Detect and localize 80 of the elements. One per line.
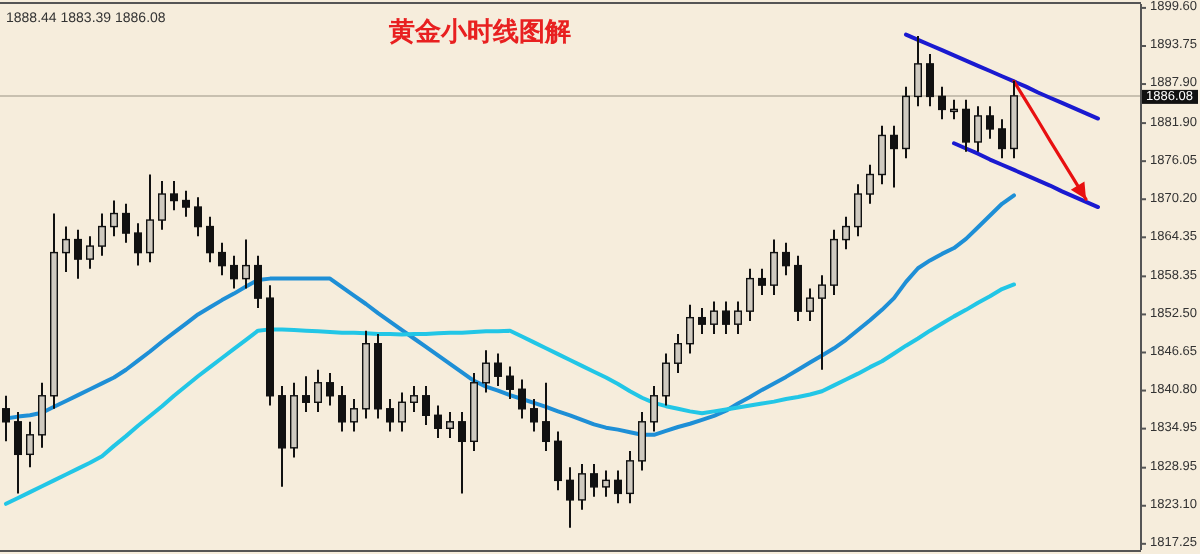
text: 黄金小时线图解 xyxy=(387,16,571,46)
candlestick xyxy=(338,385,346,433)
candlestick xyxy=(74,228,82,280)
candlestick xyxy=(578,463,586,511)
candlestick xyxy=(890,124,898,189)
candlestick xyxy=(218,241,226,277)
candlestick xyxy=(914,34,922,108)
candlestick xyxy=(26,420,34,469)
candlestick xyxy=(950,98,958,121)
candlestick xyxy=(866,163,874,205)
candlestick xyxy=(326,371,334,407)
candlestick xyxy=(974,105,982,153)
candlestick xyxy=(830,228,838,296)
candlestick xyxy=(614,469,622,505)
candlestick xyxy=(530,398,538,433)
candlestick xyxy=(542,381,550,453)
candlestick xyxy=(842,215,850,251)
candlestick xyxy=(98,212,106,257)
candlestick xyxy=(518,378,526,420)
candlestick xyxy=(410,385,418,414)
candlestick xyxy=(62,225,70,274)
candlestick xyxy=(146,173,154,264)
candlestick xyxy=(986,105,994,140)
candlestick xyxy=(590,463,598,498)
candlestick xyxy=(110,199,118,238)
candlestick xyxy=(446,411,454,440)
candlestick xyxy=(638,411,646,472)
candlestick xyxy=(878,124,886,186)
candlestick xyxy=(554,430,562,492)
candlestick xyxy=(182,189,190,218)
candlestick xyxy=(698,306,706,335)
candlestick xyxy=(602,469,610,498)
candlestick xyxy=(458,411,466,495)
candlestick xyxy=(242,238,250,290)
candlestick xyxy=(806,287,814,322)
candlestick xyxy=(38,381,46,449)
candlestick xyxy=(818,274,826,371)
candlestick xyxy=(494,352,502,387)
candlestick xyxy=(674,332,682,374)
line-series xyxy=(4,282,1016,506)
candlestick xyxy=(746,267,754,322)
candlestick xyxy=(758,267,766,296)
candlestick xyxy=(794,254,802,322)
candlestick xyxy=(734,300,742,335)
candlestick xyxy=(302,375,310,414)
candlestick xyxy=(86,235,94,270)
candlestick xyxy=(350,398,358,433)
candlestick xyxy=(662,352,670,407)
candlestick xyxy=(962,98,970,153)
candlestick xyxy=(194,196,202,238)
candlestick xyxy=(434,404,442,440)
candlestick xyxy=(566,466,574,529)
candlestick xyxy=(134,222,142,267)
candlestick xyxy=(650,385,658,433)
candlestick xyxy=(206,215,214,264)
line-series xyxy=(904,32,1100,121)
candlestick xyxy=(782,241,790,277)
candlestick xyxy=(998,118,1006,160)
candlestick xyxy=(686,303,694,355)
candlestick xyxy=(926,53,934,108)
candlestick xyxy=(122,202,130,244)
candlestick xyxy=(626,450,634,505)
candlestick xyxy=(158,180,166,231)
candlestick xyxy=(230,254,238,290)
candlestick xyxy=(398,391,406,433)
candlestick xyxy=(770,238,778,296)
candlestick xyxy=(854,183,862,238)
candlestick xyxy=(506,365,514,401)
candlestick xyxy=(386,398,394,433)
candlestick xyxy=(710,300,718,335)
candlestick xyxy=(314,368,322,414)
candlestick xyxy=(254,254,262,309)
candlestick xyxy=(170,180,178,212)
candlestick xyxy=(722,300,730,335)
candlestick xyxy=(482,349,490,394)
candlestick xyxy=(422,385,430,427)
candlestick xyxy=(2,394,10,443)
candlestick xyxy=(938,85,946,121)
line-series xyxy=(952,141,1100,210)
candlestick xyxy=(14,411,22,495)
